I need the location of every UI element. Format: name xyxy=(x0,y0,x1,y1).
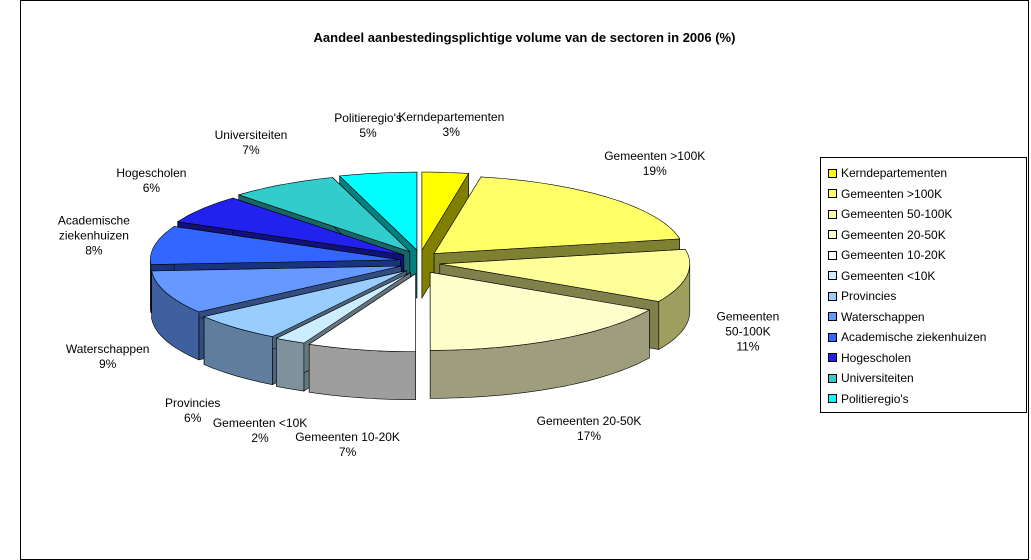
data-label-name: Academische ziekenhuizen xyxy=(39,214,149,244)
data-label-value: 7% xyxy=(295,445,400,460)
legend-item: Gemeenten 50-100K xyxy=(821,204,1026,225)
data-label-value: 5% xyxy=(334,126,402,141)
data-label-value: 3% xyxy=(398,125,504,140)
data-label-value: 2% xyxy=(213,431,307,446)
legend-label: Gemeenten <10K xyxy=(841,269,935,283)
legend-item: Gemeenten 20-50K xyxy=(821,225,1026,246)
legend-label: Provincies xyxy=(841,289,896,303)
data-label-name: Politieregio's xyxy=(334,111,402,126)
legend-swatch xyxy=(828,271,837,280)
legend-swatch xyxy=(828,353,837,362)
data-label-name: Universiteiten xyxy=(215,128,288,143)
legend-label: Hogescholen xyxy=(841,351,911,365)
data-label-value: 8% xyxy=(39,244,149,259)
legend-swatch xyxy=(828,230,837,239)
data-label-value: 9% xyxy=(66,357,150,372)
data-label-value: 6% xyxy=(116,181,186,196)
legend: Kerndepartementen Gemeenten >100K Gemeente… xyxy=(820,157,1027,413)
data-label-name: Hogescholen xyxy=(116,166,186,181)
data-label-value: 11% xyxy=(717,339,780,354)
legend-item: Gemeenten >100K xyxy=(821,184,1026,205)
legend-swatch xyxy=(828,312,837,321)
data-label-name: Gemeenten 10-20K xyxy=(295,430,400,445)
legend-label: Academische ziekenhuizen xyxy=(841,330,986,344)
legend-swatch xyxy=(828,292,837,301)
legend-item: Hogescholen xyxy=(821,348,1026,369)
data-label-value: 7% xyxy=(215,143,288,158)
legend-swatch xyxy=(828,189,837,198)
legend-swatch xyxy=(828,210,837,219)
data-label-value: 19% xyxy=(604,164,705,179)
data-label-value: 17% xyxy=(537,429,642,444)
legend-label: Gemeenten 20-50K xyxy=(841,228,946,242)
legend-label: Gemeenten 50-100K xyxy=(841,207,952,221)
data-label-name: Gemeenten 50-100K xyxy=(717,309,780,339)
legend-swatch xyxy=(828,169,837,178)
legend-label: Waterschappen xyxy=(841,310,925,324)
data-label-name: Waterschappen xyxy=(66,342,150,357)
data-label-name: Gemeenten >100K xyxy=(604,149,705,164)
legend-label: Kerndepartementen xyxy=(841,166,947,180)
legend-item: Academische ziekenhuizen xyxy=(821,327,1026,348)
legend-swatch xyxy=(828,394,837,403)
data-label-name: Kerndepartementen xyxy=(398,110,504,125)
legend-label: Gemeenten 10-20K xyxy=(841,248,946,262)
data-label-name: Gemeenten 20-50K xyxy=(537,414,642,429)
data-label-name: Gemeenten <10K xyxy=(213,416,307,431)
legend-item: Provincies xyxy=(821,286,1026,307)
legend-item: Gemeenten <10K xyxy=(821,266,1026,287)
legend-label: Politieregio's xyxy=(841,392,909,406)
legend-item: Universiteiten xyxy=(821,368,1026,389)
legend-swatch xyxy=(828,251,837,260)
data-label-name: Provincies xyxy=(165,396,220,411)
legend-swatch xyxy=(828,333,837,342)
legend-item: Politieregio's xyxy=(821,389,1026,410)
legend-item: Gemeenten 10-20K xyxy=(821,245,1026,266)
legend-item: Waterschappen xyxy=(821,307,1026,328)
legend-label: Universiteiten xyxy=(841,371,914,385)
legend-item: Kerndepartementen xyxy=(821,163,1026,184)
legend-swatch xyxy=(828,374,837,383)
legend-label: Gemeenten >100K xyxy=(841,187,942,201)
